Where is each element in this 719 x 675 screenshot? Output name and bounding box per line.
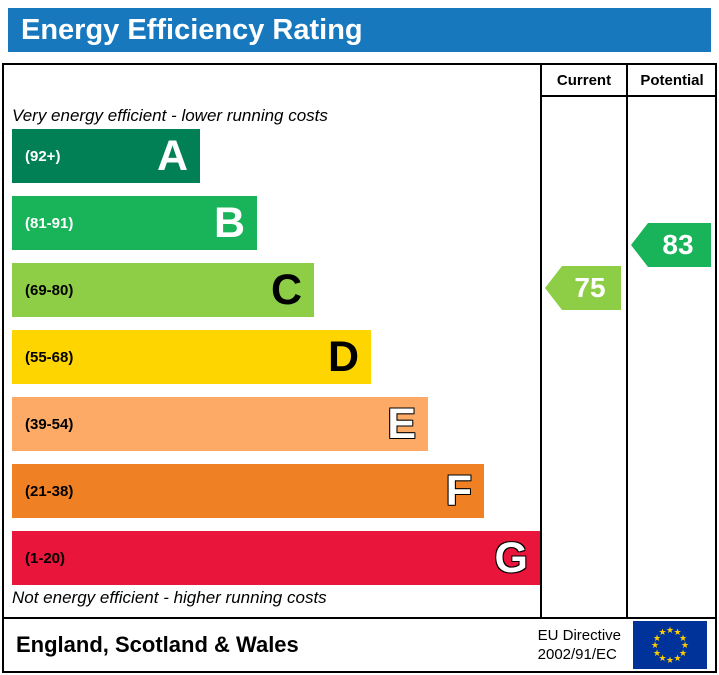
- band-row-g: (1-20) G: [12, 531, 540, 585]
- footer: England, Scotland & Wales EU Directive 2…: [4, 617, 715, 671]
- band-letter: G: [494, 533, 528, 582]
- potential-column: Potential 83: [626, 65, 716, 617]
- band-letter: C: [270, 265, 302, 314]
- current-rating-pointer: 75: [545, 266, 621, 310]
- eu-star-icon: ★: [665, 625, 675, 635]
- epc-chart-grid: Very energy efficient - lower running co…: [4, 65, 716, 617]
- region-label: England, Scotland & Wales: [16, 632, 299, 657]
- eu-flag-icon: ★ ★ ★ ★ ★ ★ ★ ★ ★ ★ ★ ★: [633, 621, 707, 669]
- eu-star-icon: ★: [678, 632, 688, 643]
- band-range-label: (39-54): [25, 415, 74, 433]
- column-header-potential: Potential: [628, 65, 716, 97]
- eu-star-icon: ★: [678, 647, 688, 658]
- potential-rating-pointer: 83: [631, 223, 711, 267]
- eu-star-icon: ★: [652, 647, 662, 658]
- eu-directive-label: EU Directive 2002/91/EC: [538, 626, 621, 665]
- bands-area: Very energy efficient - lower running co…: [4, 97, 540, 617]
- band-row-f: (21-38) F: [12, 464, 484, 518]
- band-range-label: (1-20): [25, 549, 66, 567]
- band-range-label: (21-38): [25, 482, 74, 500]
- epc-chart: Very energy efficient - lower running co…: [2, 63, 717, 673]
- band-row-c: (69-80) C: [12, 263, 314, 317]
- eu-star-icon: ★: [658, 627, 667, 637]
- band-letter: D: [327, 332, 359, 381]
- caption-bottom: Not energy efficient - higher running co…: [12, 588, 327, 607]
- band-range-label: (55-68): [25, 348, 74, 366]
- column-header-current: Current: [542, 65, 626, 97]
- band-letter: E: [387, 399, 416, 448]
- eu-star-icon: ★: [680, 640, 690, 650]
- eu-directive-line1: EU Directive: [537, 626, 621, 644]
- band-letter: B: [213, 198, 245, 247]
- current-rating-value: 75: [574, 272, 606, 303]
- bands-column-header-spacer: [4, 65, 540, 97]
- eu-star-icon: ★: [665, 655, 675, 665]
- epc-page: Energy Efficiency Rating Very energy eff…: [2, 8, 717, 673]
- band-letter: A: [156, 131, 188, 180]
- band-row-d: (55-68) D: [12, 330, 371, 384]
- current-pointer-area: 75: [542, 97, 626, 617]
- band-range-label: (69-80): [25, 281, 74, 299]
- eu-star-icon: ★: [650, 640, 660, 650]
- band-range-label: (92+): [25, 147, 61, 165]
- eu-star-icon: ★: [658, 652, 667, 663]
- eu-directive-line2: 2002/91/EC: [537, 646, 617, 663]
- eu-star-icon: ★: [673, 652, 682, 663]
- potential-rating-value: 83: [662, 229, 694, 260]
- band-row-a: (92+) A: [12, 129, 200, 183]
- page-title: Energy Efficiency Rating: [8, 8, 711, 52]
- band-letter: F: [445, 466, 472, 515]
- band-row-b: (81-91) B: [12, 196, 257, 250]
- current-column: Current 75: [540, 65, 626, 617]
- band-row-e: (39-54) E: [12, 397, 428, 451]
- caption-top: Very energy efficient - lower running co…: [12, 106, 328, 125]
- band-range-label: (81-91): [25, 214, 74, 232]
- bands-column: Very energy efficient - lower running co…: [4, 65, 540, 617]
- eu-star-icon: ★: [673, 627, 682, 637]
- eu-star-icon: ★: [652, 632, 662, 643]
- potential-pointer-area: 83: [628, 97, 716, 617]
